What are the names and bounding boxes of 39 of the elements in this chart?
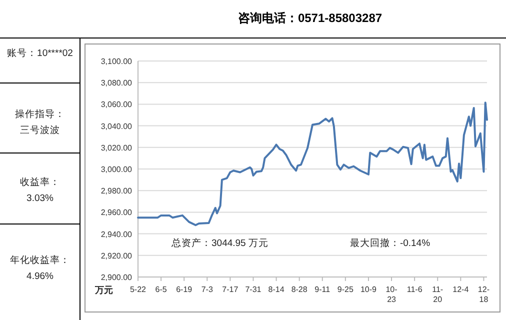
y-tick-label: 2,980.00 (100, 186, 133, 196)
x-tick-label: 12-4 (452, 285, 470, 294)
y-tick-label: 2,940.00 (100, 230, 133, 239)
x-tick-label: 11-20 (432, 285, 444, 304)
chart-title: 咨询电话：0571-85803287 (238, 11, 382, 25)
x-tick-label: 11-6 (406, 285, 423, 294)
y-tick-label: 3,000.00 (100, 165, 133, 174)
text: 账号：10****02 (7, 47, 73, 59)
y-tick-label: 3,080.00 (100, 78, 133, 88)
x-tick-label: 6-19 (176, 285, 193, 294)
y-tick-label: 2,960.00 (100, 208, 133, 218)
x-tick-label: 9-11 (314, 285, 331, 294)
x-tick-label: 10-23 (386, 285, 398, 304)
text: 三号波波 (20, 124, 60, 136)
x-tick-label: 6-5 (155, 285, 168, 294)
y-tick-label: 3,020.00 (100, 143, 133, 152)
x-tick-label: 12-18 (478, 285, 490, 304)
line-series (137, 102, 488, 226)
text: 收益率： (20, 176, 60, 188)
y-tick-label: 3,100.00 (100, 57, 133, 66)
y-tick-label: 2,900.00 (100, 273, 133, 282)
y-tick-label: 3,040.00 (100, 122, 133, 131)
text: 操作指导： (15, 108, 65, 120)
annotation: 最大回撤：-0.14% (350, 237, 431, 249)
y-tick-label: 2,920.00 (100, 251, 133, 260)
x-tick-label: 8-28 (291, 285, 308, 294)
x-tick-label: 7-17 (222, 285, 239, 294)
y-tick-label: 3,060.00 (100, 100, 133, 110)
x-tick-label: 7-3 (201, 285, 214, 294)
x-tick-label: 5-22 (130, 285, 147, 294)
text: 3.03% (26, 193, 54, 204)
y-axis-title: 万元 (94, 285, 113, 295)
x-tick-label: 7-31 (245, 285, 262, 294)
x-tick-label: 9-25 (337, 285, 354, 294)
annotation: 总资产：3044.95 万元 (170, 237, 268, 249)
text: 4.96% (26, 271, 54, 282)
text: 年化收益率： (10, 254, 70, 266)
x-tick-label: 10-9 (360, 285, 378, 294)
x-tick-label: 8-14 (268, 285, 285, 294)
